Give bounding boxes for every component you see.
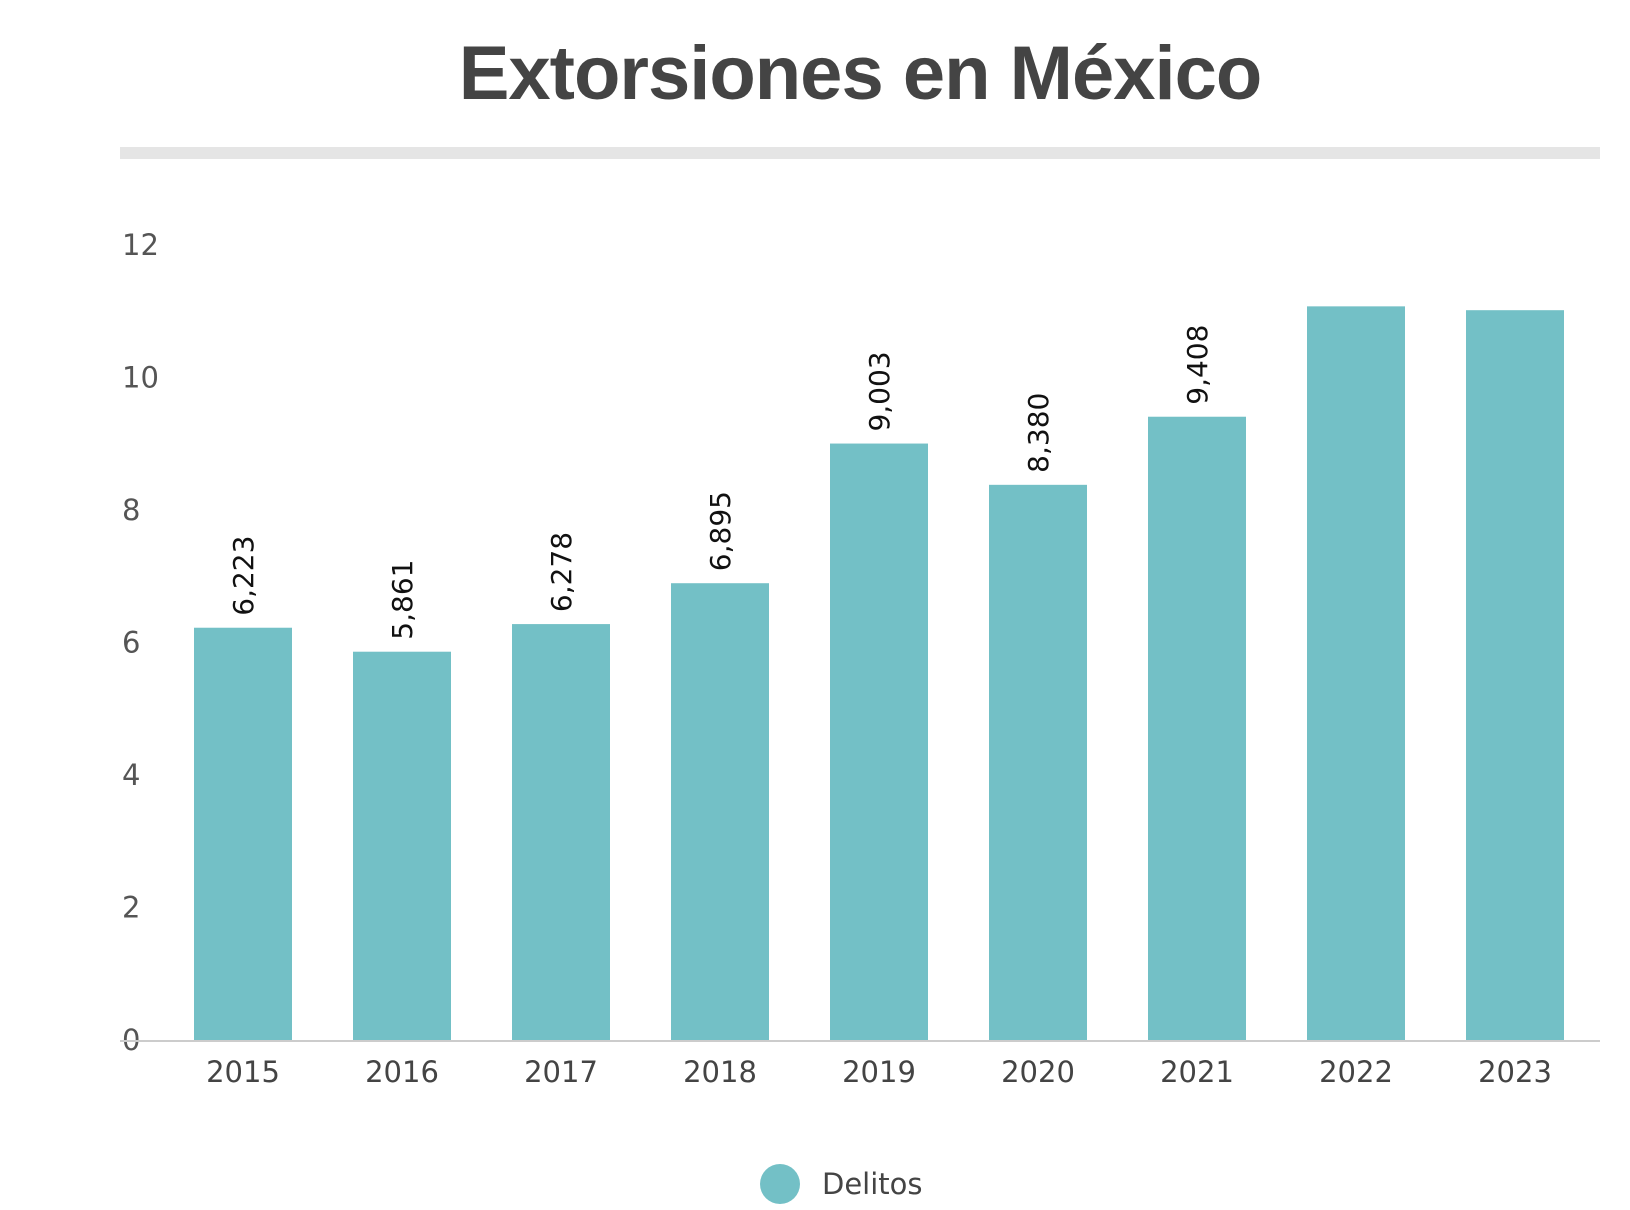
data-label-2017: 6,278: [545, 532, 578, 612]
x-tick-label: 2019: [842, 1055, 916, 1089]
y-tick-label: 10: [122, 361, 159, 395]
data-label-2015: 6,223: [227, 536, 260, 616]
bar-2020: [989, 484, 1087, 1040]
y-tick-label: 6: [122, 626, 140, 660]
legend: Delitos: [760, 1162, 923, 1206]
data-label-2020: 8,380: [1022, 393, 1055, 473]
y-tick-label: 12: [122, 228, 159, 262]
x-tick-label: 2018: [683, 1055, 757, 1089]
bar-2016: [353, 651, 451, 1040]
y-tick-label: 8: [122, 493, 140, 527]
x-axis-labels: 2015 2016 2017 2018 2019 2020 2021 2022 2023: [206, 1055, 1552, 1089]
bar-2018: [671, 583, 769, 1040]
title-divider: [120, 147, 1600, 159]
x-tick-label: 2016: [365, 1055, 439, 1089]
legend-swatch-icon: [760, 1164, 800, 1204]
x-tick-label: 2023: [1478, 1055, 1552, 1089]
bars: [194, 306, 1564, 1041]
bar-2022: [1307, 306, 1405, 1040]
x-tick-label: 2017: [524, 1055, 598, 1089]
bar-2019: [830, 443, 928, 1040]
x-tick-label: 2020: [1001, 1055, 1075, 1089]
data-labels: 6,223 5,861 6,278 6,895 9,003 8,380 9,408: [227, 325, 1214, 640]
bar-2017: [512, 624, 610, 1040]
legend-label: Delitos: [822, 1167, 923, 1201]
y-tick-label: 4: [122, 758, 140, 792]
bar-2023: [1466, 310, 1564, 1040]
x-tick-label: 2021: [1160, 1055, 1234, 1089]
y-tick-label: 2: [122, 891, 140, 925]
x-tick-label: 2015: [206, 1055, 280, 1089]
data-label-2021: 9,408: [1181, 325, 1214, 405]
data-label-2018: 6,895: [704, 491, 737, 571]
data-label-2016: 5,861: [386, 560, 419, 640]
x-tick-label: 2022: [1319, 1055, 1393, 1089]
data-label-2019: 9,003: [863, 351, 896, 431]
bar-2015: [194, 627, 292, 1040]
bar-2021: [1148, 416, 1246, 1041]
chart-title: Extorsiones en México: [458, 31, 1263, 116]
